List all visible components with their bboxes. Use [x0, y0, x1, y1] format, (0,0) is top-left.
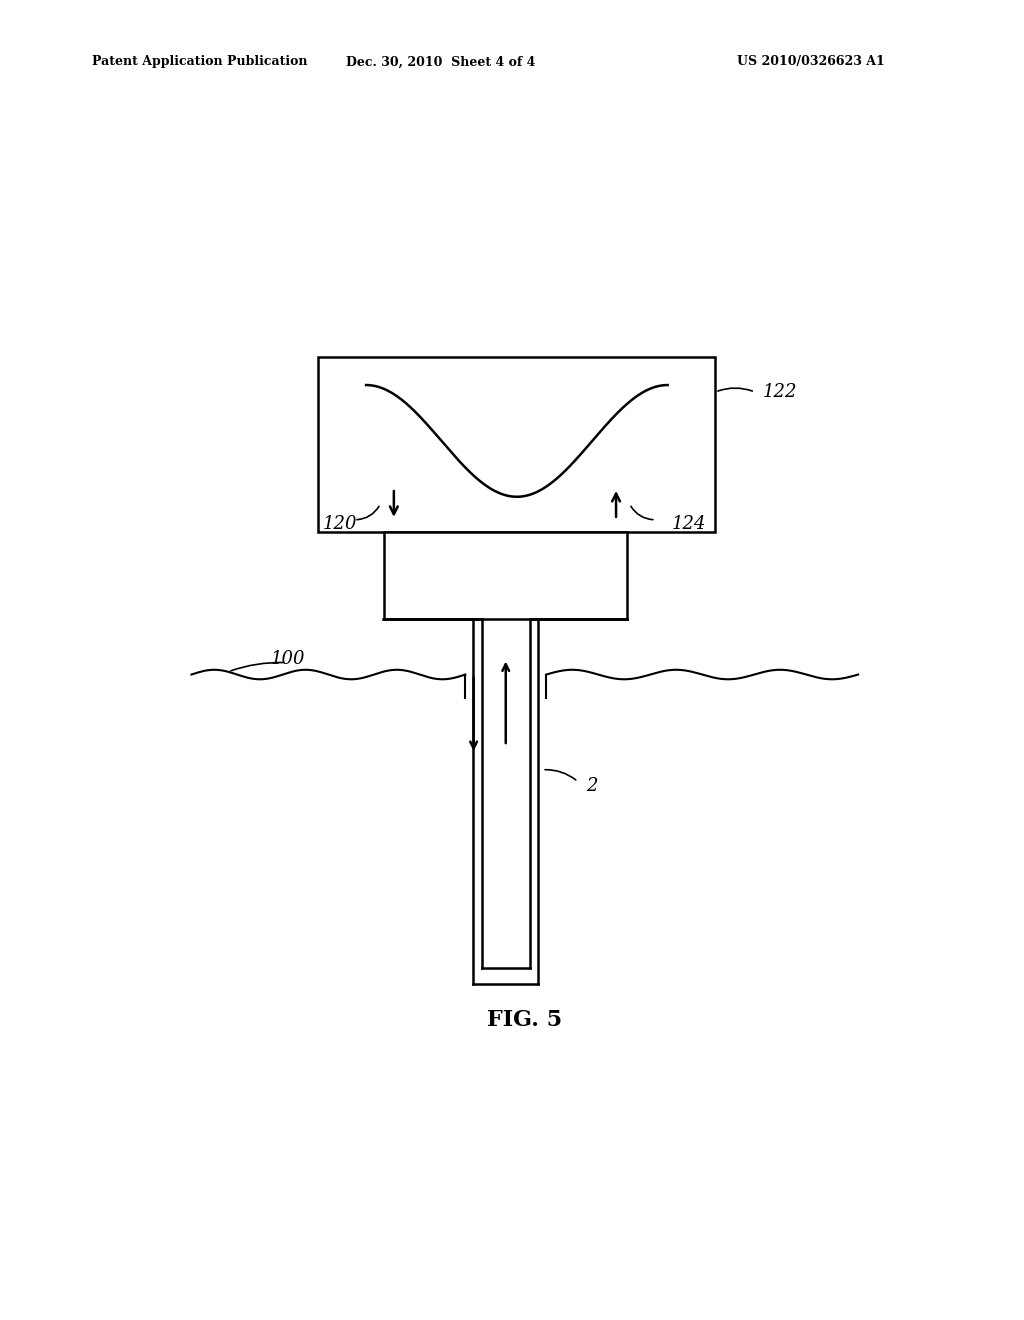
Text: 2: 2	[586, 776, 597, 795]
Bar	[384, 532, 627, 619]
Bar	[318, 358, 715, 532]
Text: 120: 120	[323, 515, 357, 533]
Text: 100: 100	[270, 649, 305, 668]
Text: Dec. 30, 2010  Sheet 4 of 4: Dec. 30, 2010 Sheet 4 of 4	[346, 55, 535, 69]
Text: FIG. 5: FIG. 5	[487, 1008, 562, 1031]
Text: US 2010/0326623 A1: US 2010/0326623 A1	[737, 55, 885, 69]
Text: Patent Application Publication: Patent Application Publication	[92, 55, 307, 69]
Text: 122: 122	[763, 383, 798, 401]
Text: 124: 124	[672, 515, 707, 533]
